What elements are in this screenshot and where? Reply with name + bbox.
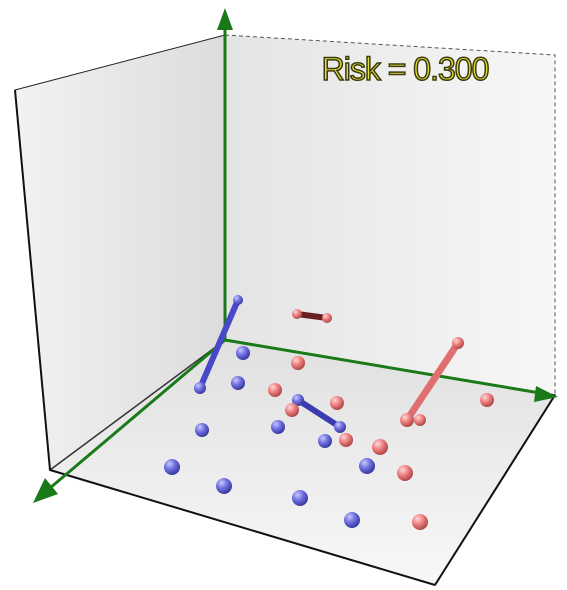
scene-background [0, 0, 567, 590]
scene: Risk = 0.300 [0, 0, 567, 590]
risk-label: Risk = 0.300 [322, 51, 489, 87]
